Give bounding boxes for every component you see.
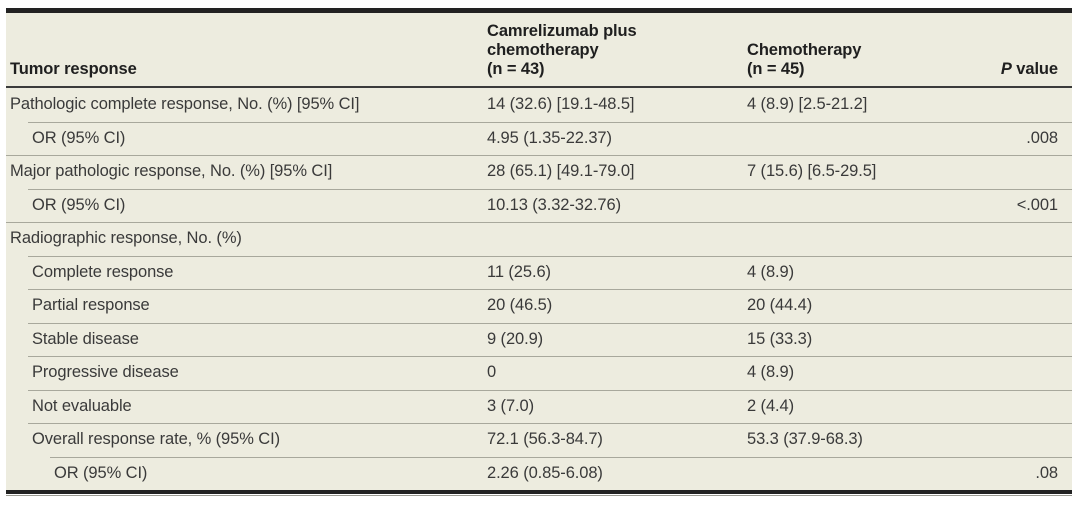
camrelizumab-value: 10.13 (3.32-32.76) (487, 195, 621, 214)
column-header-p-value: P value (988, 60, 1072, 86)
table-row: Complete response 11 (25.6) 4 (8.9) (6, 255, 1072, 290)
table-header-row: Tumor response Camrelizumab plus chemoth… (6, 13, 1072, 88)
p-value-label: value (1016, 60, 1058, 78)
row-label: Overall response rate, % (95% CI) (32, 430, 280, 449)
row-label: Not evaluable (32, 396, 132, 415)
column-header-camrelizumab: Camrelizumab plus chemotherapy (n = 43) (487, 22, 637, 78)
camrelizumab-value: 28 (65.1) [49.1-79.0] (487, 162, 635, 181)
row-label: Pathologic complete response, No. (%) [9… (10, 95, 360, 114)
chemotherapy-value: 4 (8.9) (747, 363, 794, 382)
table-body: Pathologic complete response, No. (%) [9… (6, 88, 1072, 490)
table-row: Overall response rate, % (95% CI) 72.1 (… (6, 423, 1072, 457)
row-label: Partial response (32, 296, 150, 315)
p-value-italic-p: P (1000, 60, 1012, 78)
p-value-cell: <.001 (1016, 195, 1058, 214)
table-row: Not evaluable 3 (7.0) 2 (4.4) (6, 389, 1072, 424)
row-label: Complete response (32, 262, 174, 281)
row-label: Stable disease (32, 329, 139, 348)
row-label: Radiographic response, No. (%) (10, 229, 242, 248)
row-label: OR (95% CI) (32, 195, 126, 214)
table-row: Progressive disease 0 4 (8.9) (6, 356, 1072, 390)
camrelizumab-value: 4.95 (1.35-22.37) (487, 128, 612, 147)
tumor-response-table: Tumor response Camrelizumab plus chemoth… (6, 8, 1072, 496)
table-bottom-shadow-rule (6, 495, 1072, 496)
table-row: OR (95% CI) 4.95 (1.35-22.37) .008 (6, 121, 1072, 156)
column-header-tumor-response: Tumor response (10, 60, 137, 78)
table-top-rule (6, 8, 1072, 13)
camrelizumab-value: 2.26 (0.85-6.08) (487, 463, 603, 482)
camrelizumab-value: 0 (487, 363, 497, 382)
chemotherapy-value: 53.3 (37.9-68.3) (747, 430, 863, 449)
camrelizumab-value: 72.1 (56.3-84.7) (487, 430, 603, 449)
chemotherapy-value: 20 (44.4) (747, 296, 813, 315)
row-label: OR (95% CI) (54, 463, 148, 482)
table-row: Pathologic complete response, No. (%) [9… (6, 88, 1072, 122)
camrelizumab-value: 9 (20.9) (487, 329, 544, 348)
camrelizumab-value: 3 (7.0) (487, 396, 534, 415)
camrelizumab-value: 20 (46.5) (487, 296, 553, 315)
p-value-cell: .08 (1035, 463, 1058, 482)
camrelizumab-value: 14 (32.6) [19.1-48.5] (487, 95, 635, 114)
chemotherapy-value: 7 (15.6) [6.5-29.5] (747, 162, 877, 181)
column-header-chemotherapy: Chemotherapy (n = 45) (747, 41, 862, 78)
table-row: OR (95% CI) 2.26 (0.85-6.08) .08 (6, 456, 1072, 491)
table-row: OR (95% CI) 10.13 (3.32-32.76) <.001 (6, 188, 1072, 223)
row-label: Progressive disease (32, 363, 179, 382)
row-label: OR (95% CI) (32, 128, 126, 147)
row-label: Major pathologic response, No. (%) [95% … (10, 162, 333, 181)
p-value-cell: .008 (1026, 128, 1058, 147)
table-row: Major pathologic response, No. (%) [95% … (6, 155, 1072, 189)
table-row: Radiographic response, No. (%) (6, 222, 1072, 256)
camrelizumab-value: 11 (25.6) (487, 262, 551, 281)
table-bottom-rule (6, 490, 1072, 494)
chemotherapy-value: 15 (33.3) (747, 329, 813, 348)
table-row: Stable disease 9 (20.9) 15 (33.3) (6, 322, 1072, 357)
chemotherapy-value: 2 (4.4) (747, 396, 794, 415)
table-row: Partial response 20 (46.5) 20 (44.4) (6, 289, 1072, 323)
chemotherapy-value: 4 (8.9) (747, 262, 794, 281)
chemotherapy-value: 4 (8.9) [2.5-21.2] (747, 95, 868, 114)
